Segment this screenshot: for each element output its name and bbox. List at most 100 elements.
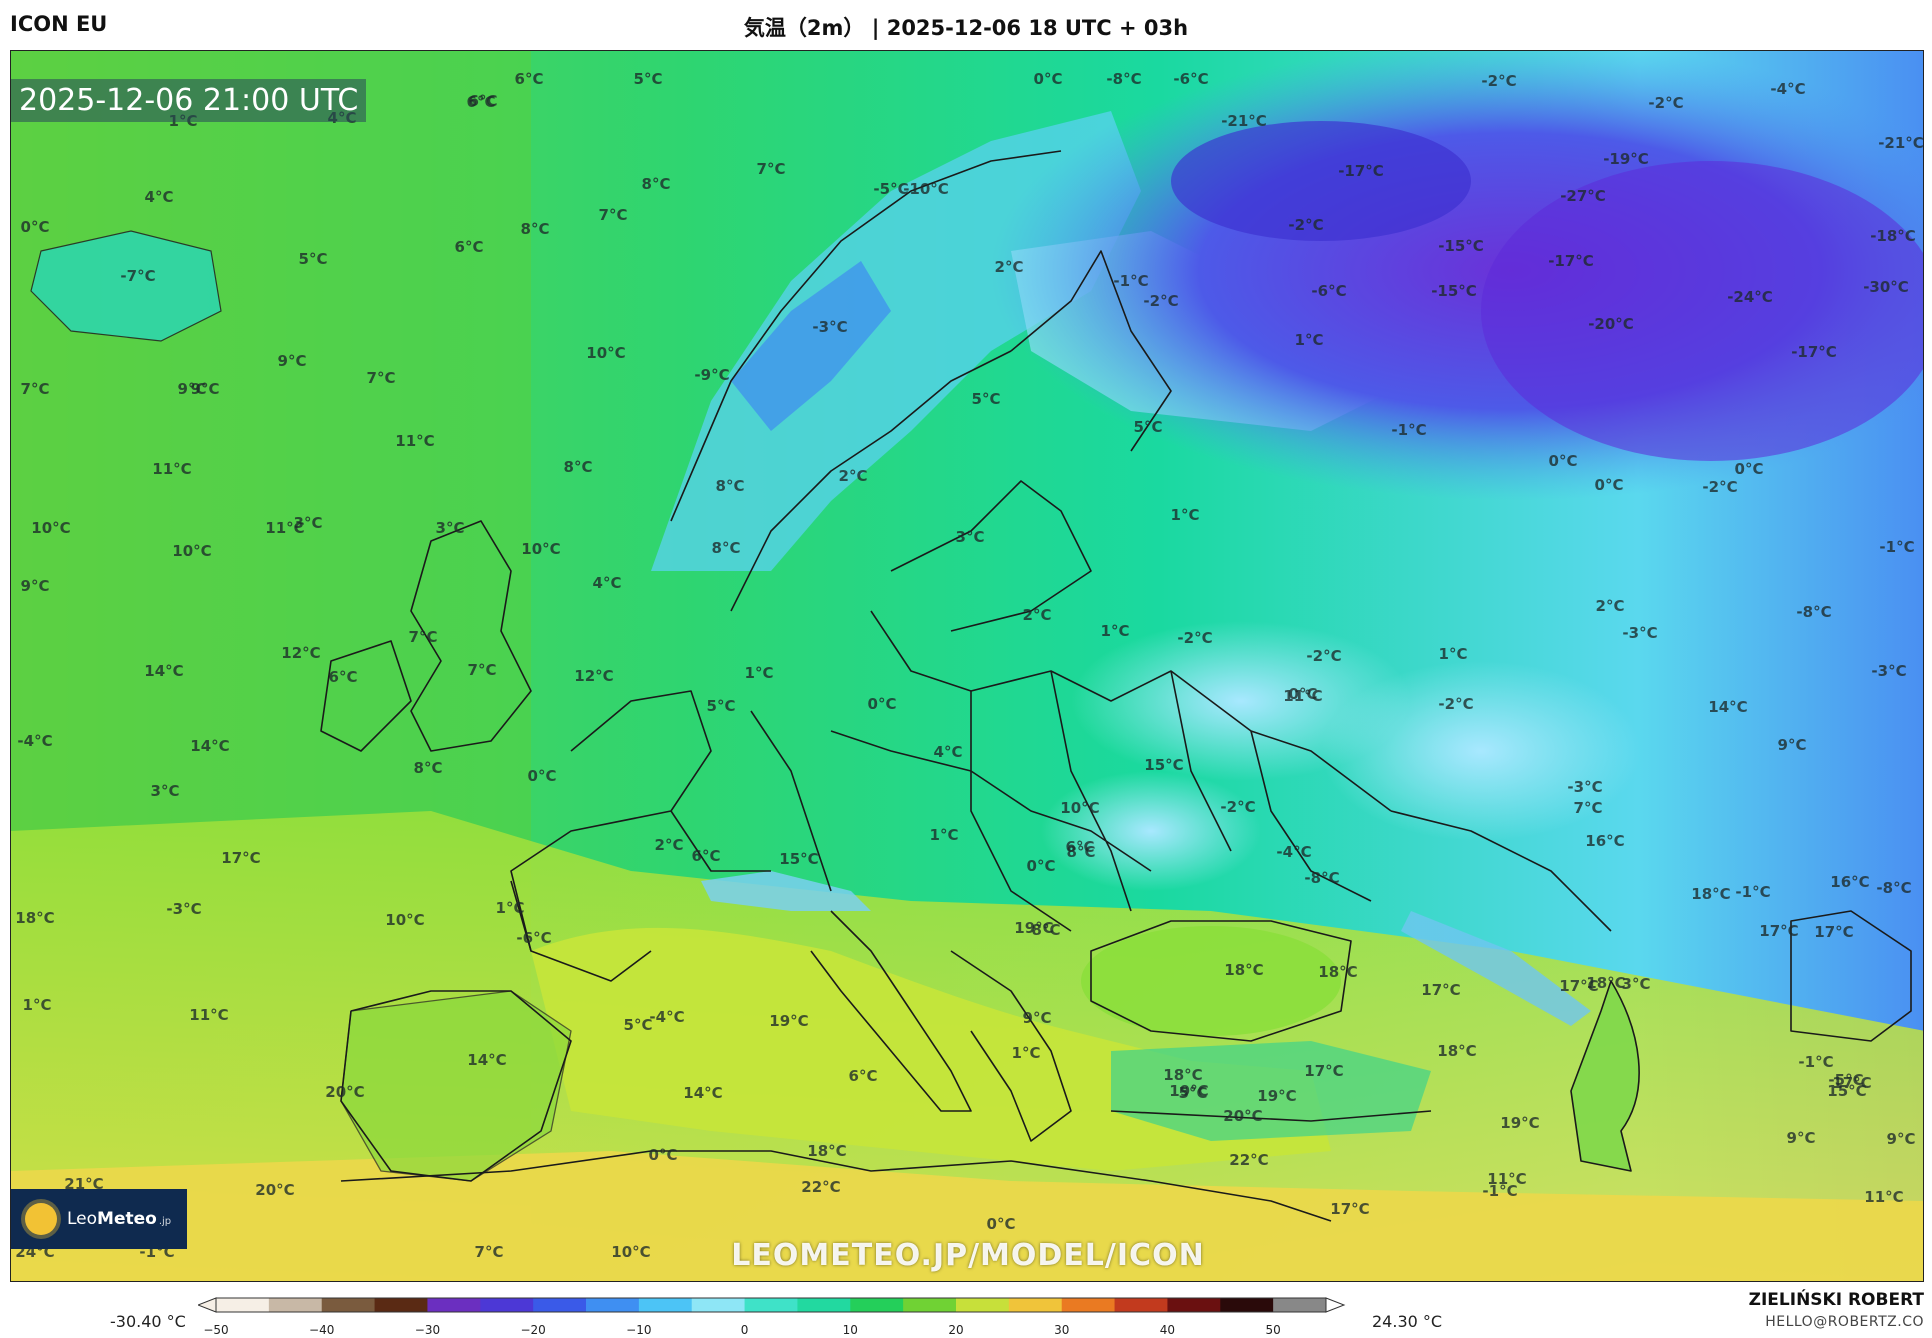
temp-label: 11°C	[152, 460, 192, 478]
temp-label: 9°C	[1886, 1130, 1916, 1148]
temperature-map[interactable]: 6°C 5°C 6°C 0°C -8°C -6°C -2°C -4°C 6°C 1°C 4°C -21…	[10, 50, 1924, 1282]
temp-label: 9°C	[20, 577, 50, 595]
temp-label: -8°C	[1304, 869, 1340, 887]
colorbar-segment	[903, 1298, 957, 1312]
temp-label: 1°C	[1170, 506, 1200, 524]
colorbar-tick-label: 50	[1265, 1323, 1281, 1337]
temp-label: -21°C	[1221, 112, 1267, 130]
temp-label: 20°C	[1223, 1107, 1263, 1125]
temp-label: -19°C	[1603, 150, 1649, 168]
temp-label: 22°C	[1229, 1151, 1269, 1169]
temp-label: 8°C	[715, 477, 745, 495]
temp-label: 19°C	[1257, 1087, 1297, 1105]
colorbar-max-arrow	[1325, 1297, 1346, 1313]
temp-label: -3°C	[812, 318, 848, 336]
temp-label: -6°C	[516, 929, 552, 947]
temp-label: 3°C	[955, 528, 985, 546]
temp-label: 7°C	[598, 206, 628, 224]
colorbar-tick-label: 40	[1159, 1323, 1176, 1337]
author-email[interactable]: HELLO@ROBERTZ.CO	[1765, 1314, 1924, 1330]
temp-label: -24°C	[1727, 288, 1773, 306]
temp-label: 10°C	[611, 1243, 651, 1261]
temp-label: 19°C	[1014, 919, 1054, 937]
temp-label: -4°C	[1276, 843, 1312, 861]
temp-label: 20°C	[325, 1083, 365, 1101]
temp-label: 0°C	[986, 1215, 1016, 1233]
temp-label: 17°C	[1832, 1074, 1872, 1092]
colorbar-segment	[691, 1298, 746, 1312]
colorbar-segment	[480, 1298, 534, 1312]
temp-label: 4°C	[592, 574, 622, 592]
temp-label: 7°C	[474, 1243, 504, 1261]
temp-label: 15°C	[1827, 1082, 1867, 1100]
temp-label: -7°C	[120, 267, 156, 285]
temp-label: 8°C	[563, 458, 593, 476]
temp-label: 11°C	[1864, 1188, 1904, 1206]
temp-label: -1°C	[1482, 1182, 1518, 1200]
colorbar-min-label: -30.40 °C	[110, 1312, 186, 1331]
temp-label: 17°C	[1304, 1062, 1344, 1080]
temp-label: 5°C	[623, 1016, 653, 1034]
temp-label: -17°C	[1338, 162, 1384, 180]
colorbar-segment	[321, 1298, 376, 1312]
temperature-colorbar	[198, 1297, 1346, 1313]
model-name: ICON EU	[10, 12, 108, 36]
temp-label: 0°C	[867, 695, 897, 713]
temp-label: -4°C	[649, 1008, 685, 1026]
temp-label: -5°C	[1828, 1071, 1864, 1089]
temp-label: -5°C	[873, 180, 909, 198]
temp-label: -15°C	[1438, 237, 1484, 255]
chart-title: 気温（2m） | 2025-12-06 18 UTC + 03h	[743, 16, 1189, 40]
temp-label: 8°C	[1031, 921, 1061, 939]
temp-label: 8°C	[520, 220, 550, 238]
temp-label: -2°C	[1177, 629, 1213, 647]
temp-label: -10°C	[903, 180, 949, 198]
temp-label: 6°C	[466, 93, 496, 111]
temp-label: 4°C	[933, 743, 963, 761]
temp-label: 10°C	[385, 911, 425, 929]
temp-label: 0°C	[1594, 476, 1624, 494]
temp-label: 20°C	[255, 1181, 295, 1199]
temp-label: 0°C	[527, 767, 557, 785]
temp-label: 14°C	[1708, 698, 1748, 716]
temp-label: 1°C	[1438, 645, 1468, 663]
temp-label: 18°C	[1163, 1066, 1203, 1084]
colorbar-segment	[374, 1298, 428, 1312]
temp-label: -2°C	[1481, 72, 1517, 90]
temp-label: 2°C	[838, 467, 868, 485]
temp-label: 5°C	[706, 697, 736, 715]
leometeo-logo[interactable]: LeoMeteo .jp	[11, 1189, 187, 1249]
colorbar-segment	[797, 1298, 851, 1312]
temp-label: -2°C	[1288, 216, 1324, 234]
temp-label: 21°C	[64, 1175, 104, 1193]
temp-label: -27°C	[1560, 187, 1606, 205]
temp-label: 10°C	[1060, 799, 1100, 817]
temp-label: 16°C	[1585, 832, 1625, 850]
temp-label: 15°C	[779, 850, 819, 868]
temp-label: -3°C	[1871, 662, 1907, 680]
temp-label: -1°C	[1113, 272, 1149, 290]
colorbar-tick-label: 10	[842, 1323, 858, 1337]
temp-label: 18°C	[1224, 961, 1264, 979]
author-name: ZIELIŃSKI ROBERT	[1748, 1290, 1924, 1310]
temp-label: -8°C	[1796, 603, 1832, 621]
temp-label: 9°C	[177, 380, 207, 398]
colorbar-segment	[1167, 1298, 1221, 1312]
temp-label: 6°C	[691, 847, 721, 865]
temp-label: 22°C	[801, 1178, 841, 1196]
temp-label: -18°C	[1870, 227, 1916, 245]
temp-label: -30°C	[1863, 278, 1909, 296]
temp-label: 5°C	[971, 390, 1001, 408]
temperature-field	[11, 51, 1923, 1281]
temp-label: 0°C	[648, 1146, 678, 1164]
temp-label: 10°C	[586, 344, 626, 362]
temp-label: -2°C	[1306, 647, 1342, 665]
colorbar-tick-label: 0	[740, 1323, 749, 1337]
temp-label: 4°C	[144, 188, 174, 206]
colorbar-max-label: 24.30 °C	[1372, 1312, 1443, 1331]
logo-text: LeoMeteo .jp	[67, 1209, 172, 1229]
temp-label: -8°C	[1876, 879, 1912, 897]
temp-label: -2°C	[1702, 478, 1738, 496]
temp-label: -15°C	[1431, 282, 1477, 300]
temp-label: -4°C	[17, 732, 53, 750]
